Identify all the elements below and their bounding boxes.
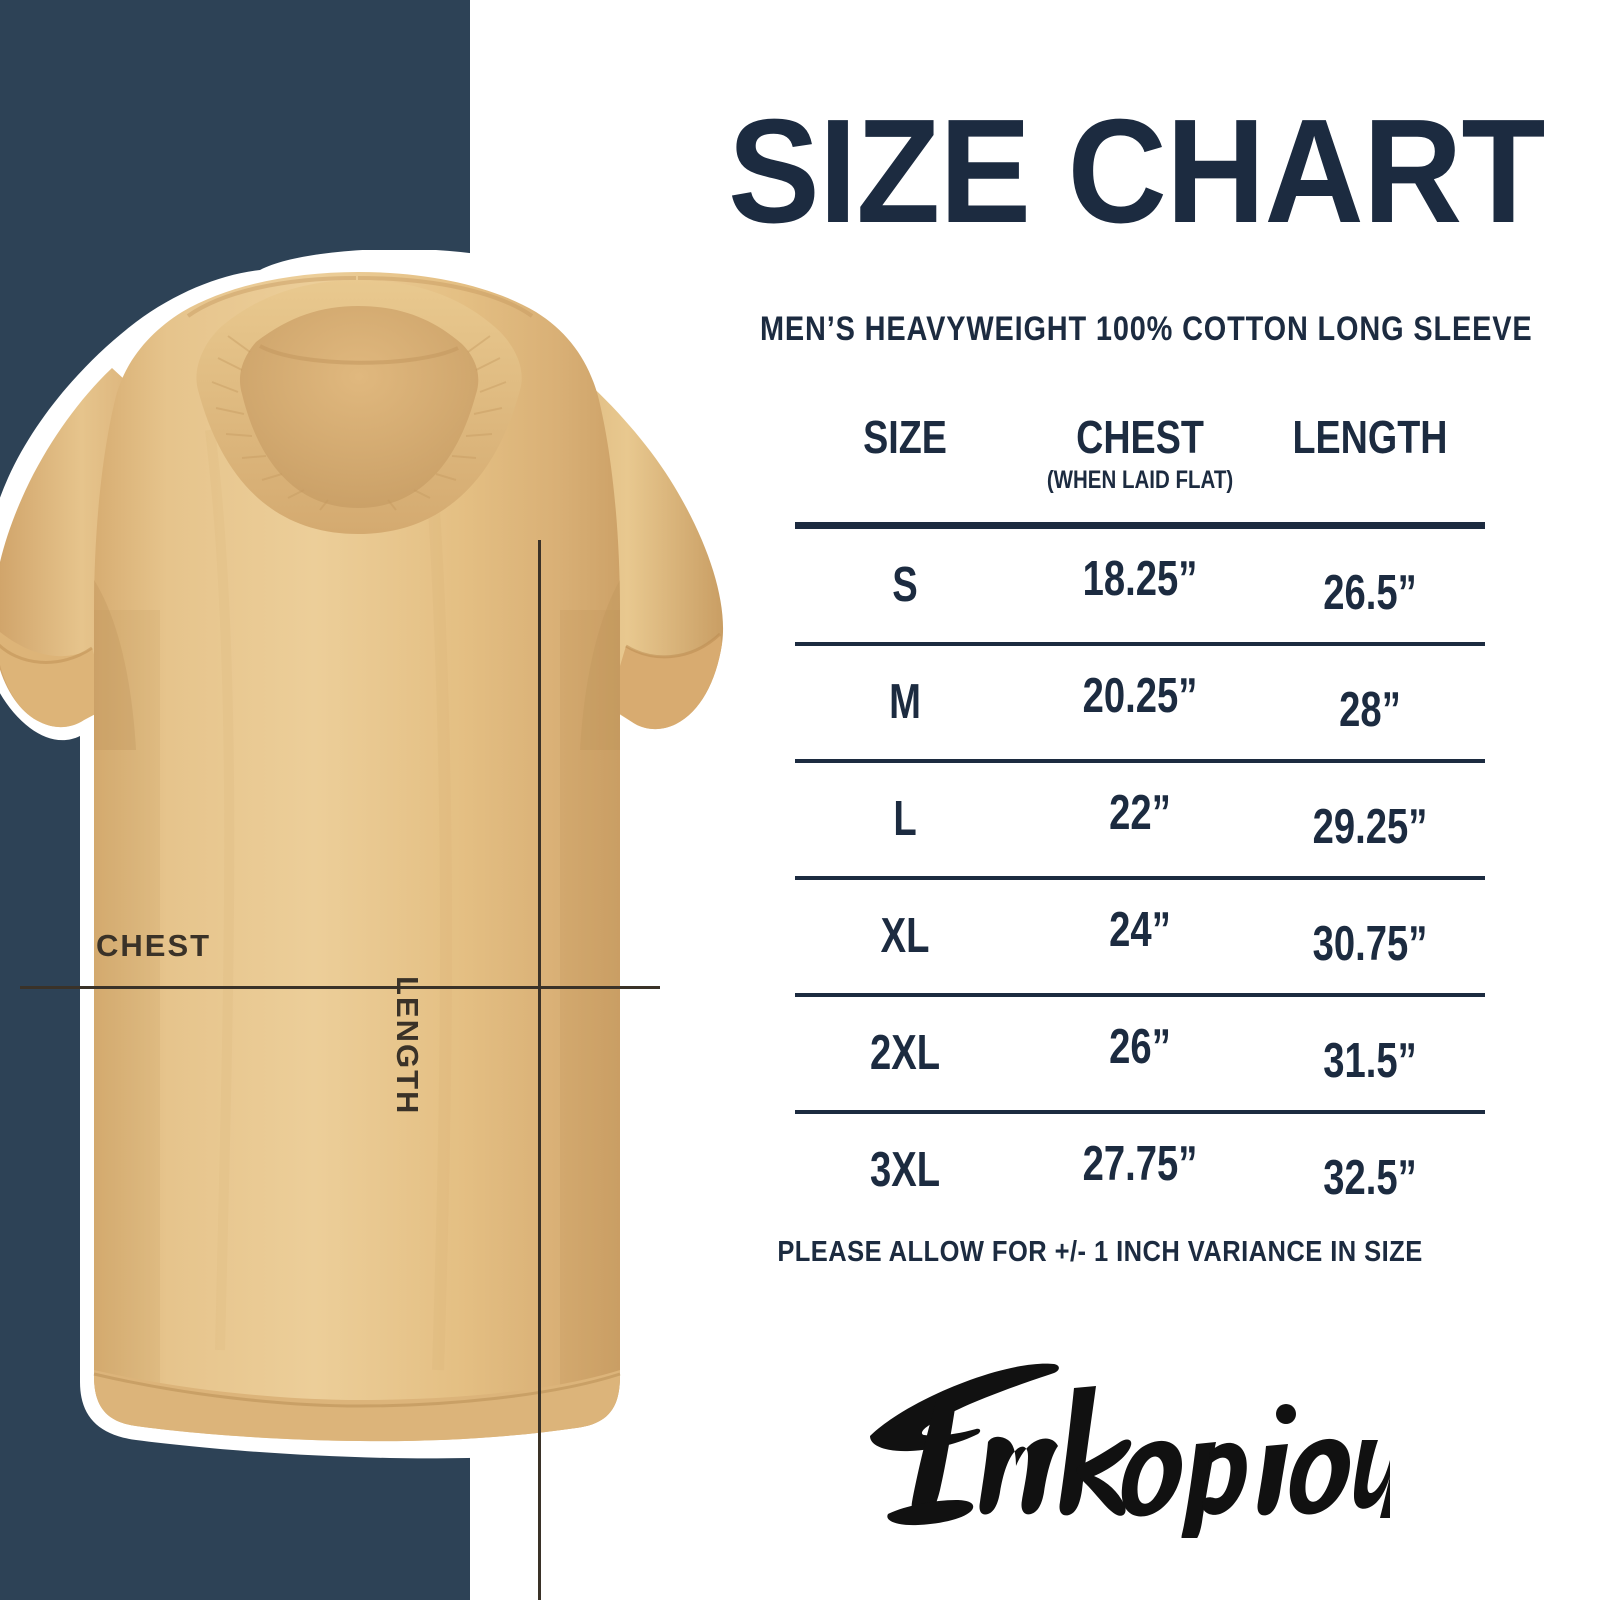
cell-size: L	[893, 792, 917, 846]
cell-chest: 18.25”	[1082, 552, 1198, 606]
table-row-divider	[795, 876, 1485, 880]
brand-logo: R	[830, 1318, 1390, 1538]
table-row-divider	[795, 1110, 1485, 1114]
column-header-chest: CHEST	[1076, 411, 1204, 463]
length-measure-line	[538, 540, 541, 1600]
column-header-size: SIZE	[863, 411, 947, 463]
cell-size: XL	[880, 909, 930, 963]
product-photo: CHEST LENGTH	[0, 250, 820, 1600]
cell-chest: 27.75”	[1082, 1137, 1198, 1191]
cell-chest: 20.25”	[1082, 669, 1198, 723]
table-row: M 20.25” 28”	[795, 646, 1485, 759]
page-title: SIZE CHART	[728, 89, 1545, 254]
cell-size: M	[889, 675, 921, 729]
column-header-chest-note: (WHEN LAID FLAT)	[1046, 466, 1234, 494]
cell-length: 31.5”	[1323, 1034, 1417, 1088]
cell-length: 28”	[1339, 683, 1401, 737]
length-measure-label: LENGTH	[390, 976, 425, 1116]
cell-length: 30.75”	[1312, 917, 1428, 971]
table-row-divider	[795, 642, 1485, 646]
table-header-row: SIZE CHEST LENGTH (WHEN LAID FLAT)	[795, 410, 1485, 522]
cell-size: 2XL	[869, 1026, 941, 1080]
cell-length: 32.5”	[1323, 1151, 1417, 1205]
table-header-rule	[795, 522, 1485, 529]
size-table: SIZE CHEST LENGTH (WHEN LAID FLAT) S 18.…	[795, 410, 1485, 1227]
chest-measure-label: CHEST	[96, 928, 212, 963]
cell-length: 29.25”	[1312, 800, 1428, 854]
table-row: L 22” 29.25”	[795, 763, 1485, 876]
chart-column: SIZE CHART MEN’S HEAVYWEIGHT 100% COTTON…	[700, 0, 1600, 1600]
table-row-divider	[795, 993, 1485, 997]
page-subtitle: MEN’S HEAVYWEIGHT 100% COTTON LONG SLEEV…	[760, 310, 1533, 348]
table-row: XL 24” 30.75”	[795, 880, 1485, 993]
table-row: 2XL 26” 31.5”	[795, 997, 1485, 1110]
variance-note: PLEASE ALLOW FOR +/- 1 INCH VARIANCE IN …	[777, 1236, 1423, 1268]
cell-chest: 22”	[1109, 786, 1171, 840]
column-header-length: LENGTH	[1292, 411, 1448, 463]
table-row-divider	[795, 759, 1485, 763]
cell-chest: 26”	[1109, 1020, 1171, 1074]
cell-size: S	[892, 558, 918, 612]
long-sleeve-shirt-illustration	[0, 250, 820, 1480]
cell-size: 3XL	[869, 1143, 941, 1197]
chest-measure-line	[20, 986, 660, 989]
table-row: S 18.25” 26.5”	[795, 529, 1485, 642]
cell-length: 26.5”	[1323, 566, 1417, 620]
cell-chest: 24”	[1109, 903, 1171, 957]
table-row: 3XL 27.75” 32.5”	[795, 1114, 1485, 1227]
inkopious-wordmark-icon: R	[870, 1363, 1390, 1538]
